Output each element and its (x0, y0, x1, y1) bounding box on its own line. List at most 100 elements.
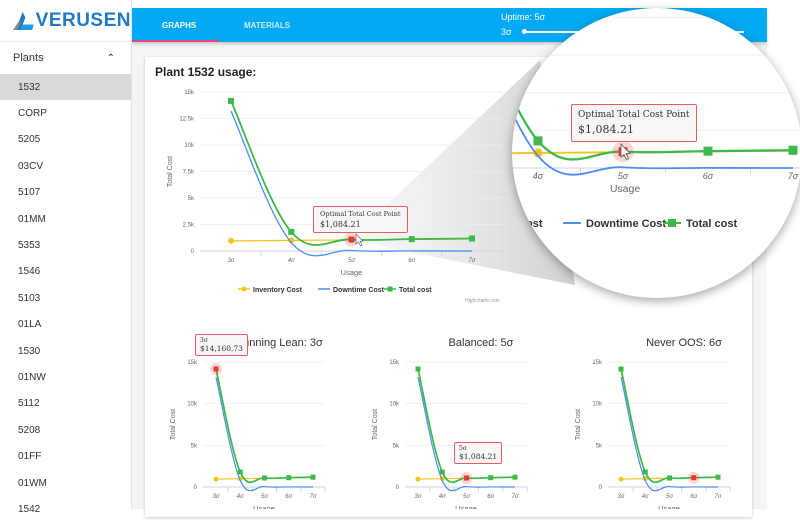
legend-item-downtime-cost[interactable]: Downtime Cost (333, 287, 385, 294)
x-tick-label: 4σ (533, 171, 544, 181)
y-tick-label: 0 (194, 485, 198, 491)
total-cost-point (667, 475, 672, 481)
y-tick-label: 10k (184, 143, 195, 149)
y-tick-label: 15k (592, 360, 603, 366)
x-tick-label: 3σ (415, 494, 422, 500)
magnifier-lens: 02.5k5k7.5k10k12.5k15k3σ4σ5σ6σ7σUsageTot… (512, 8, 800, 298)
sidebar-item-plant[interactable]: 1532 (0, 74, 131, 101)
sidebar-item-plant[interactable]: 1530 (18, 345, 41, 357)
inventory-point (415, 476, 421, 482)
sidebar-item-plant[interactable]: 01WM (18, 477, 47, 489)
tab-materials[interactable]: MATERIALS (244, 20, 291, 30)
sidebar-item-plant[interactable]: 1542 (18, 503, 41, 515)
y-tick-label: 0 (396, 485, 400, 491)
y-tick-label: 10k (389, 402, 400, 408)
total-cost-point (228, 97, 234, 104)
y-tick-label: 7.5k (183, 170, 195, 176)
x-tick-label: 3σ (213, 494, 220, 500)
y-tick-label: 15k (184, 90, 195, 96)
x-tick-label: 5σ (666, 494, 673, 500)
x-tick-label: 7σ (715, 494, 722, 500)
total-cost-point (439, 469, 445, 475)
y-tick-label: 5k (191, 443, 198, 449)
sidebar-item-plant[interactable]: 5107 (18, 187, 41, 199)
magnified-tooltip-title: Optimal Total Cost Point (578, 110, 690, 120)
x-tick-label: 6σ (408, 258, 415, 264)
sidebar-item-plant[interactable]: 5205 (18, 134, 41, 146)
y-tick-label: 10k (592, 402, 603, 408)
sidebar-item-plant[interactable]: 01NW (18, 371, 46, 383)
y-tick-label: 2.5k (183, 223, 195, 229)
sidebar: VERUSEN Plants ⌃ 1532 CORP 5205 03CV 5107 01M… (0, 0, 132, 515)
legend-item-inventory-cost[interactable]: Inventory Cost (253, 287, 303, 294)
sidebar-item-plant[interactable]: 5208 (18, 424, 41, 436)
sidebar-item-plant[interactable]: 01FF (18, 451, 42, 463)
tooltip-title: Optimal Total Cost Point (320, 210, 401, 218)
legend-marker (668, 219, 676, 227)
logo[interactable]: VERUSEN (0, 0, 131, 42)
inventory-point (228, 237, 234, 244)
total-cost-point (464, 475, 469, 481)
y-axis-title: Total Cost (575, 409, 582, 440)
total-cost-point (288, 228, 295, 235)
highcharts-credits: Highcharts.com (465, 298, 500, 304)
sidebar-item-plant[interactable]: 1546 (18, 266, 41, 278)
total-cost-point (715, 474, 721, 480)
running-lean-chart: 0 5k 10k 15k 3σ 4σ 5σ 6σ 7σ Usage Total Cost Runnin… (170, 337, 731, 509)
series-line-downtime-cost (230, 110, 473, 257)
series-line-total-cost (512, 94, 794, 161)
total-cost-point (512, 474, 518, 480)
sidebar-item-plant[interactable]: 03CV (18, 160, 44, 172)
mouse-cursor-icon (355, 233, 364, 247)
legend-item: Total cost (686, 218, 737, 230)
x-tick-label: 4σ (642, 494, 649, 500)
y-tick-label: 5k (393, 443, 400, 449)
y-tick-label: 0 (191, 249, 195, 255)
sidebar-item-plant[interactable]: 5103 (18, 292, 41, 304)
total-cost-point (408, 236, 415, 243)
plants-section-header[interactable]: Plants ⌃ (0, 42, 131, 74)
x-axis-title: Usage (455, 504, 477, 509)
sidebar-item-plant[interactable]: 01LA (18, 319, 42, 331)
x-tick-label: 6σ (487, 494, 494, 500)
inventory-point (533, 148, 543, 158)
running-lean-tooltip: 3σ $14,160.73 (195, 334, 248, 356)
x-tick-label: 4σ (439, 494, 446, 500)
x-tick-label: 5σ (618, 171, 629, 181)
total-cost-point (415, 366, 421, 372)
x-tick-label: 4σ (237, 494, 244, 500)
x-tick-label: 7σ (310, 494, 317, 500)
plant-list: 1532 CORP 5205 03CV 5107 01MM 5353 1546 5103 01LA… (0, 74, 131, 523)
x-axis-title: Usage (658, 504, 680, 509)
sidebar-item-plant[interactable]: 5353 (18, 240, 41, 252)
tooltip-value: $1,084.21 (320, 220, 361, 229)
legend-item-total-cost[interactable]: Total cost (399, 287, 432, 294)
series-line-downtime-cost (215, 376, 314, 492)
chart-title: Never OOS: 6σ (646, 337, 722, 349)
total-cost-point (533, 136, 543, 146)
total-cost-point (348, 236, 355, 243)
x-tick-label: 5σ (261, 494, 268, 500)
optimal-point-tooltip: Optimal Total Cost Point $1,084.21 (313, 206, 408, 233)
x-tick-label: 3σ (228, 258, 235, 264)
total-cost-point (642, 469, 648, 475)
sidebar-item-plant[interactable]: CORP (18, 108, 47, 120)
uptime-label: Uptime: 5σ (501, 12, 546, 22)
x-tick-label: 3σ (618, 494, 625, 500)
sidebar-item-plant[interactable]: 5112 (18, 398, 40, 410)
x-tick-label: 6σ (703, 171, 714, 181)
chart-title: Balanced: 5σ (449, 337, 514, 349)
total-cost-point (703, 146, 713, 156)
balanced-tooltip: 5σ $1,084.21 (454, 442, 503, 464)
x-tick-label: 7σ (469, 258, 476, 264)
total-cost-point (310, 474, 316, 480)
y-tick-label: 10k (187, 402, 198, 408)
inventory-point (288, 237, 295, 244)
tab-graphs[interactable]: GRAPHS (162, 20, 197, 30)
x-tick-label: 7σ (512, 494, 519, 500)
y-tick-label: 12.5k (179, 117, 195, 123)
chevron-up-icon: ⌃ (106, 52, 115, 64)
magnified-tooltip-value: $1,084.21 (578, 123, 634, 136)
tooltip-value: $1,084.21 (459, 452, 498, 461)
sidebar-item-plant[interactable]: 01MM (18, 213, 46, 225)
